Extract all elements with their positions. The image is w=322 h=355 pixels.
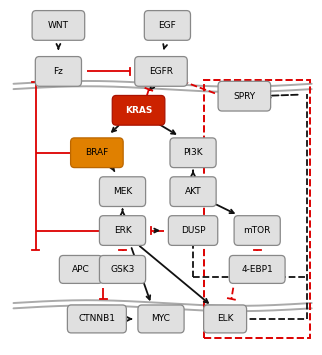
Text: mTOR: mTOR (243, 226, 271, 235)
FancyBboxPatch shape (135, 56, 187, 86)
Text: SPRY: SPRY (233, 92, 255, 101)
Text: MEK: MEK (113, 187, 132, 196)
FancyBboxPatch shape (204, 305, 247, 333)
FancyBboxPatch shape (218, 81, 271, 111)
FancyBboxPatch shape (112, 95, 165, 125)
Text: ERK: ERK (114, 226, 131, 235)
FancyBboxPatch shape (99, 216, 146, 245)
FancyBboxPatch shape (32, 11, 85, 40)
FancyBboxPatch shape (144, 11, 191, 40)
Text: 4-EBP1: 4-EBP1 (241, 265, 273, 274)
Text: Fz: Fz (53, 67, 63, 76)
Text: APC: APC (72, 265, 90, 274)
Text: AKT: AKT (185, 187, 201, 196)
FancyBboxPatch shape (99, 177, 146, 207)
FancyBboxPatch shape (234, 216, 280, 245)
FancyBboxPatch shape (71, 138, 123, 168)
Text: ELK: ELK (217, 315, 233, 323)
Text: DUSP: DUSP (181, 226, 205, 235)
FancyBboxPatch shape (67, 305, 126, 333)
Text: GSK3: GSK3 (110, 265, 135, 274)
FancyBboxPatch shape (59, 256, 102, 283)
Text: PI3K: PI3K (183, 148, 203, 157)
Text: EGF: EGF (158, 21, 176, 30)
Text: CTNNB1: CTNNB1 (78, 315, 115, 323)
FancyBboxPatch shape (170, 138, 216, 168)
FancyBboxPatch shape (99, 256, 146, 283)
FancyBboxPatch shape (170, 177, 216, 207)
FancyBboxPatch shape (168, 216, 218, 245)
FancyBboxPatch shape (35, 56, 81, 86)
FancyBboxPatch shape (229, 256, 285, 283)
Text: KRAS: KRAS (125, 106, 152, 115)
Text: BRAF: BRAF (85, 148, 109, 157)
FancyBboxPatch shape (138, 305, 184, 333)
Text: MYC: MYC (152, 315, 170, 323)
Text: WNT: WNT (48, 21, 69, 30)
Text: EGFR: EGFR (149, 67, 173, 76)
